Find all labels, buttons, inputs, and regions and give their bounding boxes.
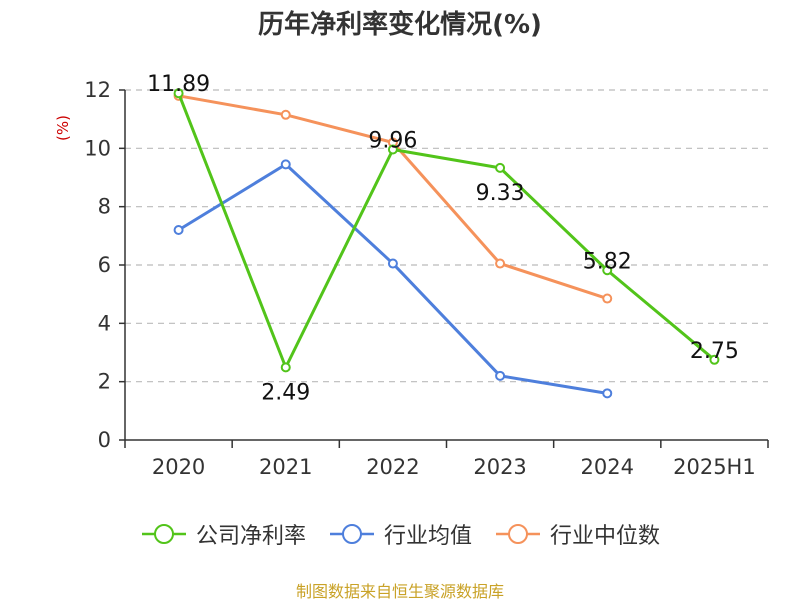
y-tick-label: 12 — [84, 78, 111, 102]
y-tick-label: 4 — [98, 311, 111, 335]
x-tick-label: 2025H1 — [673, 455, 756, 479]
legend: 公司净利率 行业均值 行业中位数 — [0, 518, 800, 550]
data-point — [602, 265, 613, 276]
x-tick-label: 2021 — [259, 455, 312, 479]
y-tick-label: 6 — [98, 253, 111, 277]
data-point — [387, 258, 398, 269]
legend-item-company[interactable]: 公司净利率 — [140, 518, 306, 550]
data-point — [173, 225, 184, 235]
x-tick-label: 2024 — [581, 455, 634, 479]
data-point — [495, 258, 506, 269]
grid-lines — [125, 89, 768, 383]
legend-label: 公司净利率 — [195, 524, 306, 549]
data-point — [602, 388, 613, 399]
legend-item-industry-median[interactable]: 行业中位数 — [494, 518, 660, 550]
y-axis-label: (%) — [54, 115, 72, 141]
data-point — [173, 88, 184, 99]
x-tick-label: 2023 — [473, 455, 526, 479]
data-label: 9.96 — [368, 129, 417, 154]
data-point — [495, 370, 506, 381]
y-tick-label: 8 — [98, 195, 111, 219]
data-point — [602, 293, 613, 304]
data-label: 9.33 — [476, 181, 525, 206]
data-label: 2.75 — [690, 339, 739, 364]
y-tick-label: 10 — [84, 136, 111, 160]
series-line — [177, 92, 716, 369]
chart-title: 历年净利率变化情况(%) — [258, 10, 542, 40]
data-labels: 11.89 2.49 9.96 9.33 5.82 2.75 — [147, 72, 739, 405]
legend-swatch-icon — [496, 524, 540, 544]
data-point — [709, 354, 720, 365]
data-point — [280, 109, 291, 120]
source-note: 制图数据来自恒生聚源数据库 — [295, 582, 504, 601]
data-point — [280, 362, 291, 373]
data-point — [495, 162, 506, 173]
legend-swatch-icon — [329, 524, 374, 544]
legend-label: 行业均值 — [383, 524, 472, 549]
data-label: 5.82 — [583, 249, 632, 274]
data-point — [280, 159, 291, 170]
x-tick-label: 2022 — [366, 455, 419, 479]
data-point — [387, 144, 398, 155]
x-tick-label: 2020 — [152, 455, 205, 479]
y-tick-label: 0 — [98, 428, 111, 452]
axes: 0 2 4 6 8 10 12 2020 2021 2022 2023 2024 2025H1 — [84, 78, 769, 479]
data-label: 2.49 — [261, 380, 310, 405]
legend-swatch-icon — [141, 524, 186, 544]
legend-label: 行业中位数 — [550, 524, 661, 549]
y-tick-label: 2 — [98, 370, 111, 394]
series-layer — [173, 88, 720, 399]
data-label: 11.89 — [147, 72, 210, 97]
legend-item-industry-mean[interactable]: 行业均值 — [328, 518, 472, 550]
